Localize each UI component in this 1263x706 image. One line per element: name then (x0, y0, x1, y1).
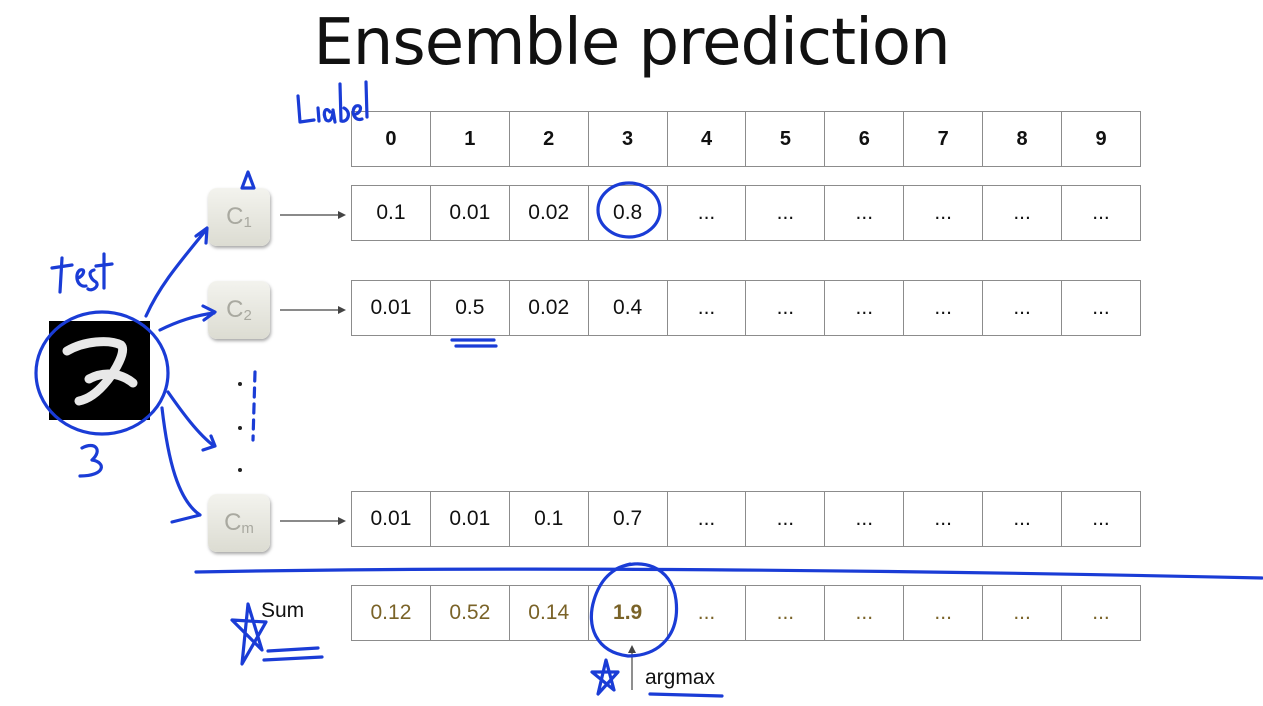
test-digit-image (49, 321, 150, 420)
header-cell: 1 (429, 111, 510, 167)
prob-cell: 0.01 (429, 491, 510, 547)
header-cell: 6 (824, 111, 905, 167)
ink-arrow-to-c1 (144, 226, 209, 318)
ellipsis-dot (238, 468, 242, 472)
sum-cell: ... (1061, 585, 1141, 641)
classifier-cm-subscript: m (241, 519, 254, 537)
sum-row: 0.12 0.52 0.14 1.9 ... ... ... ... ... .… (351, 585, 1141, 641)
header-cell: 0 (351, 111, 431, 167)
digit-circle (34, 310, 170, 436)
circle-1.9 (589, 562, 679, 658)
prob-cell: ... (903, 280, 984, 336)
prob-cell: 0.01 (351, 280, 431, 336)
ellipsis-dot (238, 426, 242, 430)
classifier-cm-label: C (224, 509, 242, 536)
prob-cell: ... (1061, 280, 1141, 336)
prob-cell: 0.02 (508, 185, 589, 241)
prob-cell: 0.1 (351, 185, 431, 241)
sum-cell: ... (745, 585, 826, 641)
ellipsis-dot (238, 382, 242, 386)
ink-arrow-to-cm (160, 406, 202, 524)
argmax-underline (648, 692, 724, 698)
prob-cell: ... (903, 491, 984, 547)
star-near-sum (230, 602, 268, 666)
prob-cell: ... (745, 280, 826, 336)
sum-cell-max: 1.9 (587, 585, 668, 641)
prob-cell: 0.01 (429, 185, 510, 241)
ink-arrow-to-c2 (158, 304, 217, 332)
prob-cell: 0.4 (587, 280, 668, 336)
digit-seven-stroke (62, 337, 138, 406)
circle-0.8 (596, 181, 662, 239)
header-cell: 7 (903, 111, 984, 167)
prob-cell: ... (824, 491, 905, 547)
argmax-arrow (628, 645, 636, 690)
arrow-cm-to-row (280, 517, 346, 525)
ink-triangle-mark (240, 170, 256, 190)
classifier-1-probabilities: 0.1 0.01 0.02 0.8 ... ... ... ... ... ..… (351, 185, 1141, 241)
classifier-c2-label: C (226, 296, 244, 323)
slide-title: Ensemble prediction (313, 6, 950, 80)
prob-cell: ... (745, 185, 826, 241)
test-scribble (50, 252, 114, 294)
sum-cell: 0.12 (351, 585, 431, 641)
written-three (78, 443, 103, 478)
arrow-c1-to-row (280, 211, 346, 219)
prob-cell: 0.01 (351, 491, 431, 547)
underline-0.5 (450, 338, 498, 348)
sum-cell: 0.52 (429, 585, 510, 641)
prob-cell: ... (666, 185, 747, 241)
classifier-c2-subscript: 2 (243, 306, 252, 324)
label-scribble (296, 80, 369, 124)
ink-arrow-to-dots (166, 390, 217, 452)
prob-cell: ... (1061, 491, 1141, 547)
prob-cell: ... (666, 280, 747, 336)
classifier-c1-subscript: 1 (243, 213, 252, 231)
classifier-m-probabilities: 0.01 0.01 0.1 0.7 ... ... ... ... ... ..… (351, 491, 1141, 547)
header-cell: 5 (745, 111, 826, 167)
classifier-c1-label: C (226, 203, 244, 230)
sum-label: Sum (261, 599, 305, 622)
prob-cell: ... (824, 185, 905, 241)
prob-cell: 0.02 (508, 280, 589, 336)
class-label-header: 0 1 2 3 4 5 6 7 8 9 (351, 111, 1141, 167)
classifier-2-probabilities: 0.01 0.5 0.02 0.4 ... ... ... ... ... ..… (351, 280, 1141, 336)
sum-underline (262, 646, 324, 662)
sum-cell: ... (824, 585, 905, 641)
prob-cell: ... (745, 491, 826, 547)
prob-cell: ... (982, 280, 1063, 336)
prob-cell: 0.7 (587, 491, 668, 547)
prob-cell: ... (1061, 185, 1141, 241)
sum-cell: ... (982, 585, 1063, 641)
arrow-c2-to-row (280, 306, 346, 314)
prob-cell: ... (824, 280, 905, 336)
star-near-argmax (590, 658, 620, 696)
argmax-label: argmax (645, 666, 716, 689)
prob-cell: 0.5 (429, 280, 510, 336)
prob-cell: ... (666, 491, 747, 547)
header-cell: 9 (1061, 111, 1141, 167)
ink-dashed-line (251, 370, 257, 442)
header-cell: 4 (666, 111, 747, 167)
sum-cell: ... (666, 585, 747, 641)
prob-cell: 0.1 (508, 491, 589, 547)
prob-cell: ... (982, 491, 1063, 547)
prob-cell: ... (903, 185, 984, 241)
separator-line (194, 567, 1263, 580)
